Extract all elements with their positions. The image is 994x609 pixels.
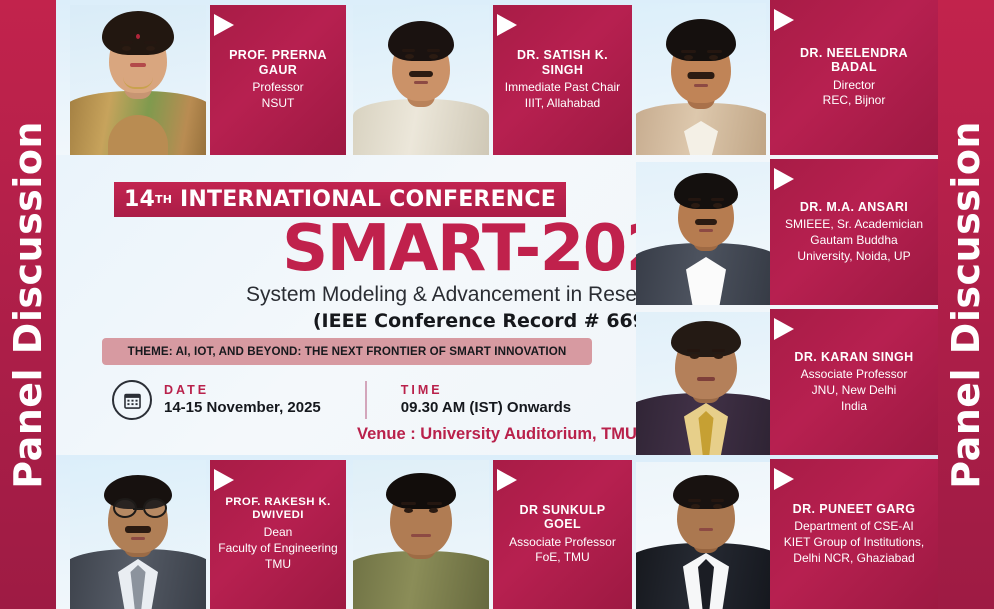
speaker-photo-sunkulp-goel	[353, 460, 489, 609]
right-panel-discussion-label: Panel Discussion	[944, 120, 988, 489]
conference-subtitle: System Modeling & Advancement in Researc…	[246, 283, 748, 306]
date-label: DATE	[164, 383, 210, 398]
plate-arrow-icon	[774, 168, 794, 190]
date-time-row: DATE 14-15 November, 2025 TIME 09.30 AM …	[112, 377, 582, 423]
speaker-detail-line: Director	[832, 77, 875, 92]
plate-arrow-icon	[497, 469, 517, 491]
date-block: DATE 14-15 November, 2025	[164, 382, 321, 418]
time-label: TIME	[400, 383, 443, 398]
speaker-detail-line: Immediate Past Chair	[504, 80, 621, 95]
time-value: 09.30 AM (IST) Onwards	[400, 399, 572, 417]
speaker-detail-line: Delhi NCR, Ghaziabad	[793, 550, 915, 565]
date-value: 14-15 November, 2025	[164, 399, 321, 417]
speaker-name: DR. NEELENDRA BADAL	[800, 45, 908, 75]
speaker-plate-sunkulp-goel: DR SUNKULP GOEL Associate Professor FoE,…	[493, 460, 632, 609]
speaker-detail-line: IIIT, Allahabad	[524, 95, 601, 110]
plate-arrow-icon	[214, 469, 234, 491]
speaker-detail-line: REC, Bijnor	[822, 93, 886, 108]
conference-theme-banner: THEME: AI, IOT, AND BEYOND: THE NEXT FRO…	[102, 338, 592, 365]
speaker-photo-satish-k-singh	[353, 5, 489, 155]
speaker-plate-satish-k-singh: DR. SATISH K. SINGH Immediate Past Chair…	[493, 5, 632, 155]
speaker-plate-neelendra-badal: DR. NEELENDRA BADAL Director REC, Bijnor	[770, 0, 938, 155]
speaker-plate-ma-ansari: DR. M.A. ANSARI SMIEEE, Sr. Academician …	[770, 159, 938, 305]
speaker-plate-puneet-garg: DR. PUNEET GARG Department of CSE-AI KIE…	[770, 459, 938, 609]
ieee-conference-record: (IEEE Conference Record # 66937)	[312, 310, 682, 332]
speaker-plate-karan-singh: DR. KARAN SINGH Associate Professor JNU,…	[770, 309, 938, 455]
speaker-name: PROF. RAKESH K. DWIVEDI	[225, 496, 331, 522]
speaker-name: PROF. PRERNA GAUR	[229, 48, 327, 77]
speaker-detail-line: University, Noida, UP	[797, 248, 911, 263]
conference-edition-banner: 14 TH INTERNATIONAL CONFERENCE	[114, 182, 566, 217]
speaker-detail-line: SMIEEE, Sr. Academician	[784, 216, 924, 231]
speaker-photo-karan-singh	[636, 312, 776, 455]
speaker-plate-rakesh-k-dwivedi: PROF. RAKESH K. DWIVEDI Dean Faculty of …	[210, 460, 346, 609]
speaker-detail-line: TMU	[265, 557, 291, 572]
plate-arrow-icon	[774, 318, 794, 340]
time-block: TIME 09.30 AM (IST) Onwards	[401, 382, 571, 418]
conference-edition-number: 14	[124, 187, 156, 212]
speaker-detail-line: Professor	[252, 80, 304, 95]
speaker-name: DR. PUNEET GARG	[792, 501, 916, 516]
speaker-name: DR SUNKULP GOEL	[519, 502, 606, 532]
plate-arrow-icon	[214, 14, 234, 36]
date-time-divider	[364, 381, 367, 419]
speaker-plate-prerna-gaur: PROF. PRERNA GAUR Professor NSUT	[210, 5, 346, 155]
speaker-photo-neelendra-badal	[636, 3, 766, 155]
speaker-photo-ma-ansari	[636, 162, 776, 305]
conference-theme-label: THEME: AI, IOT, AND BEYOND: THE NEXT FRO…	[127, 345, 567, 358]
speaker-detail-line: Gautam Buddha	[810, 232, 898, 247]
conference-banner-text: INTERNATIONAL CONFERENCE	[180, 187, 556, 212]
speaker-photo-rakesh-k-dwivedi	[70, 460, 206, 609]
right-panel-discussion-bar: Panel Discussion	[938, 0, 994, 609]
speaker-name: DR. KARAN SINGH	[794, 349, 914, 364]
speaker-detail-line: Associate Professor	[509, 534, 616, 549]
venue-text: Venue : University Auditorium, TMU	[357, 425, 637, 443]
plate-arrow-icon	[774, 9, 794, 31]
speaker-photo-prerna-gaur	[70, 5, 206, 155]
plate-arrow-icon	[774, 468, 794, 490]
speaker-name: DR. M.A. ANSARI	[799, 199, 909, 214]
speaker-detail-line: FoE, TMU	[535, 550, 590, 565]
left-panel-discussion-label: Panel Discussion	[6, 120, 50, 489]
conference-edition-suffix: TH	[155, 193, 173, 206]
speaker-detail-line: Dean	[263, 525, 293, 540]
speaker-detail-line: JNU, New Delhi	[811, 382, 897, 397]
plate-arrow-icon	[497, 14, 517, 36]
speaker-detail-line: NSUT	[261, 95, 295, 110]
speaker-name: DR. SATISH K. SINGH	[516, 48, 609, 77]
speaker-detail-line: Associate Professor	[800, 366, 908, 381]
poster-canvas: 14 TH INTERNATIONAL CONFERENCE SMART-2025…	[56, 0, 938, 609]
speaker-photo-puneet-garg	[636, 462, 776, 609]
speaker-detail-line: Department of CSE-AI	[794, 518, 914, 533]
speaker-detail-line: India	[840, 398, 868, 413]
calendar-icon	[112, 380, 152, 420]
left-panel-discussion-bar: Panel Discussion	[0, 0, 56, 609]
speaker-detail-line: KIET Group of Institutions,	[783, 534, 925, 549]
speaker-detail-line: Faculty of Engineering	[218, 541, 338, 556]
